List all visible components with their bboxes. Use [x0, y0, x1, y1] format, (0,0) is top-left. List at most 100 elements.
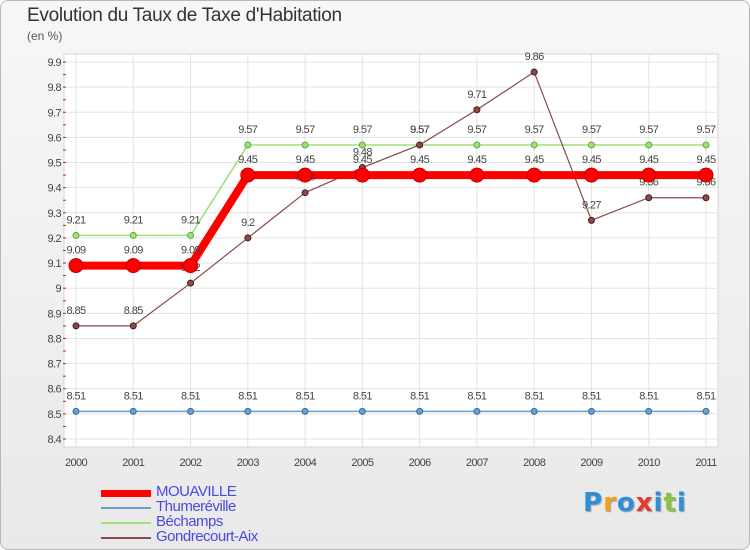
data-label-mouaville: 9.45 [639, 154, 658, 166]
y-tick-label: 9.4 [48, 183, 62, 195]
data-point-b-champs [473, 141, 481, 149]
data-label-b-champs: 9.21 [66, 214, 85, 226]
legend-label: MOUAVILLE [156, 483, 237, 500]
data-label-b-champs: 9.57 [696, 124, 715, 136]
x-tick-label: 2003 [237, 457, 260, 469]
data-label-b-champs: 9.57 [582, 124, 601, 136]
x-tick-label: 2011 [695, 457, 717, 469]
data-label-gondrecourt-aix: 9.2 [241, 217, 255, 229]
data-point-gondrecourt-aix [530, 68, 538, 76]
data-label-b-champs: 9.57 [296, 124, 315, 136]
data-label-thumer-ville: 8.51 [296, 390, 315, 402]
data-point-thumer-ville [416, 407, 424, 415]
data-label-thumer-ville: 8.51 [639, 390, 658, 402]
data-label-b-champs: 9.21 [124, 214, 143, 226]
data-label-thumer-ville: 8.51 [696, 390, 715, 402]
data-label-mouaville: 9.45 [296, 154, 315, 166]
x-tick-label: 2010 [638, 457, 661, 469]
data-label-thumer-ville: 8.51 [353, 390, 372, 402]
data-label-mouaville: 9.45 [582, 154, 601, 166]
data-point-thumer-ville [473, 407, 481, 415]
y-tick-label: 9.8 [48, 82, 62, 94]
data-point-thumer-ville [129, 407, 137, 415]
data-point-mouaville [412, 167, 428, 183]
x-tick-label: 2006 [409, 457, 432, 469]
legend-swatch [101, 507, 151, 509]
legend-swatch [101, 522, 151, 524]
data-point-mouaville [526, 167, 542, 183]
data-point-mouaville [583, 167, 599, 183]
data-point-b-champs [72, 231, 80, 239]
series-line [76, 171, 706, 270]
y-tick-label: 9.2 [48, 233, 62, 245]
logo-letter: x [635, 488, 654, 518]
data-point-mouaville [240, 167, 256, 183]
y-tick-label: 8.7 [48, 359, 62, 371]
x-tick-label: 2001 [122, 457, 145, 469]
data-point-gondrecourt-aix [702, 194, 710, 202]
data-point-thumer-ville [530, 407, 538, 415]
data-label-b-champs: 9.21 [181, 214, 200, 226]
legend-label: Gondrecourt-Aix [156, 528, 258, 545]
data-point-mouaville [354, 167, 370, 183]
data-label-mouaville: 9.45 [467, 154, 486, 166]
x-tick-label: 2000 [65, 457, 88, 469]
data-point-gondrecourt-aix [244, 234, 252, 242]
data-point-b-champs [702, 141, 710, 149]
data-point-b-champs [244, 141, 252, 149]
x-tick-label: 2008 [523, 457, 546, 469]
y-tick-label: 8.6 [48, 384, 62, 396]
y-tick-label: 9.9 [48, 57, 62, 69]
data-label-thumer-ville: 8.51 [181, 390, 200, 402]
legend-swatch [101, 537, 151, 539]
y-tick-label: 8.9 [48, 308, 62, 320]
data-point-b-champs [530, 141, 538, 149]
data-label-b-champs: 9.57 [353, 124, 372, 136]
data-point-thumer-ville [72, 407, 80, 415]
data-label-thumer-ville: 8.51 [410, 390, 429, 402]
data-point-mouaville [641, 167, 657, 183]
series-line [76, 71, 706, 327]
data-label-b-champs: 9.57 [238, 124, 257, 136]
logo-letter: t [663, 488, 677, 518]
data-point-b-champs [358, 141, 366, 149]
data-point-gondrecourt-aix [587, 216, 595, 224]
legend-label: Béchamps [156, 513, 223, 530]
y-tick-label: 9.5 [48, 158, 62, 170]
data-label-b-champs: 9.57 [639, 124, 658, 136]
data-label-thumer-ville: 8.51 [467, 390, 486, 402]
y-tick-label: 9.1 [48, 258, 62, 270]
chart-title: Evolution du Taux de Taxe d'Habitation [27, 5, 342, 26]
data-point-gondrecourt-aix [416, 141, 424, 149]
data-point-thumer-ville [187, 407, 195, 415]
y-tick-label: 8.5 [48, 409, 62, 421]
x-tick-label: 2002 [180, 457, 203, 469]
data-point-thumer-ville [645, 407, 653, 415]
data-label-mouaville: 9.45 [353, 154, 372, 166]
logo-letter: r [603, 488, 617, 518]
x-tick-label: 2007 [466, 457, 489, 469]
data-label-b-champs: 9.57 [525, 124, 544, 136]
data-point-mouaville [68, 258, 84, 274]
data-label-thumer-ville: 8.51 [66, 390, 85, 402]
proxiti-logo: Proxiti [583, 488, 687, 518]
x-tick-label: 2005 [351, 457, 374, 469]
data-label-thumer-ville: 8.51 [582, 390, 601, 402]
y-tick-label: 9 [55, 283, 61, 295]
plot-area [63, 53, 719, 448]
logo-letter: i [653, 488, 664, 518]
data-point-gondrecourt-aix [187, 279, 195, 287]
y-tick-label: 8.4 [48, 434, 62, 446]
data-point-mouaville [125, 258, 141, 274]
legend-label: Thumeréville [156, 498, 236, 515]
data-point-b-champs [645, 141, 653, 149]
data-point-gondrecourt-aix [301, 189, 309, 197]
logo-letter: i [676, 488, 687, 518]
y-tick-label: 9.6 [48, 132, 62, 144]
data-label-mouaville: 9.09 [66, 245, 85, 257]
y-tick-label: 9.7 [48, 107, 62, 119]
data-label-gondrecourt-aix: 9.71 [467, 89, 486, 101]
data-point-thumer-ville [358, 407, 366, 415]
data-point-mouaville [469, 167, 485, 183]
